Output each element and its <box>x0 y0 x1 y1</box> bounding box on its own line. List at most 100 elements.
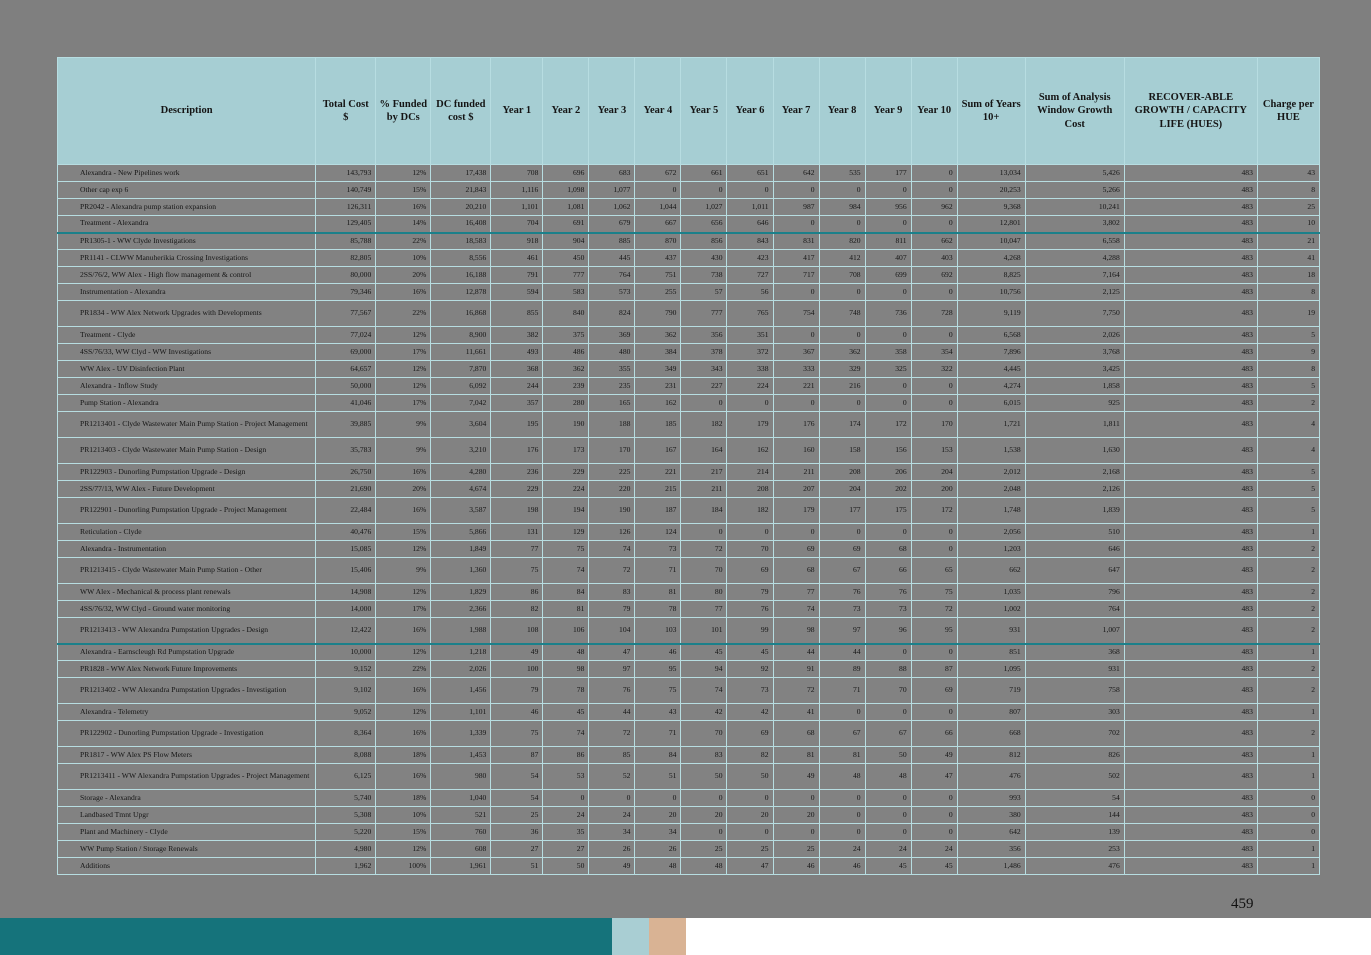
row-value: 1,829 <box>430 583 492 601</box>
row-value: 980 <box>430 763 492 790</box>
row-value: 483 <box>1123 703 1258 721</box>
row-value: 45 <box>680 643 728 661</box>
row-value: 708 <box>818 266 866 284</box>
row-value: 81 <box>772 746 820 764</box>
row-value: 692 <box>910 266 958 284</box>
row-value: 4,674 <box>430 480 492 498</box>
row-value: 380 <box>956 806 1026 824</box>
row-value: 918 <box>490 232 544 250</box>
table-row: Reticulation - Clyde 40,476 15% 5,866 131 129… <box>56 523 1321 541</box>
row-value: 1 <box>1256 703 1321 721</box>
row-description: Alexandra - Earnscleugh Rd Pumpstation U… <box>56 643 317 661</box>
row-value: 0 <box>772 215 820 234</box>
row-value: 14,000 <box>315 600 377 618</box>
row-value: 483 <box>1123 394 1258 412</box>
row-value: 22% <box>375 232 432 250</box>
row-value: 16,408 <box>430 215 492 234</box>
row-value: 100% <box>375 857 432 875</box>
row-value: 170 <box>910 411 958 438</box>
page-number: 459 <box>1231 896 1254 912</box>
row-value: 679 <box>588 215 636 234</box>
table-row: WW Pump Station / Storage Renewals 4,980 1… <box>56 840 1321 858</box>
row-value: 236 <box>490 463 544 481</box>
row-value: 45 <box>726 643 774 661</box>
row-value: 754 <box>772 300 820 327</box>
row-value: 18,583 <box>430 232 492 250</box>
row-value: 2,026 <box>1024 326 1125 344</box>
row-value: 42 <box>726 703 774 721</box>
row-value: 160 <box>772 437 820 464</box>
row-description: Alexandra - Telemetry <box>56 703 317 721</box>
column-header: DC funded cost $ <box>430 57 492 165</box>
table-row: PR1817 - WW Alex PS Flow Meters 8,088 18% 1… <box>56 746 1321 764</box>
row-value: 74 <box>772 600 820 618</box>
row-value: 94 <box>680 660 728 678</box>
row-value: 661 <box>680 164 728 182</box>
row-value: 0 <box>726 823 774 841</box>
row-value: 54 <box>1024 789 1125 807</box>
row-value: 47 <box>588 643 636 661</box>
row-value: 72 <box>588 720 636 747</box>
table-row: Landbased Tmnt Upgr 5,308 10% 521 25 24 24 20 20… <box>56 806 1321 824</box>
row-value: 355 <box>588 360 636 378</box>
row-value: 476 <box>956 763 1026 790</box>
row-value: 108 <box>490 617 544 645</box>
row-value: 182 <box>726 497 774 524</box>
row-value: 738 <box>680 266 728 284</box>
row-description: PR122903 - Dunorling Pumpstation Upgrade… <box>56 463 317 481</box>
row-value: 5,426 <box>1024 164 1125 182</box>
row-value: 9,152 <box>315 660 377 678</box>
column-header: Description <box>56 57 317 165</box>
row-value: 717 <box>772 266 820 284</box>
row-value: 172 <box>910 497 958 524</box>
row-value: 0 <box>818 703 866 721</box>
row-value: 4,288 <box>1024 249 1125 267</box>
row-value: 476 <box>1024 857 1125 875</box>
row-value: 329 <box>818 360 866 378</box>
capital-projects-table: Description Total Cost $% Funded by DCs DC… <box>56 57 1321 875</box>
row-value: 351 <box>726 326 774 344</box>
row-value: 357 <box>490 394 544 412</box>
row-value: 221 <box>634 463 682 481</box>
row-value: 0 <box>910 643 958 661</box>
column-header: Year 6 <box>726 57 774 165</box>
row-value: 0 <box>772 823 820 841</box>
row-value: 1,339 <box>430 720 492 747</box>
row-value: 1,098 <box>542 181 590 199</box>
header-row: Description Total Cost $% Funded by DCs DC… <box>56 57 1321 165</box>
row-value: 483 <box>1123 283 1258 301</box>
row-value: 208 <box>818 463 866 481</box>
table-row: PR122902 - Dunorling Pumpstation Upgrade… <box>56 720 1321 747</box>
row-value: 17,438 <box>430 164 492 182</box>
row-value: 0 <box>910 806 958 824</box>
row-description: Treatment - Clyde <box>56 326 317 344</box>
row-value: 73 <box>634 540 682 558</box>
row-value: 0 <box>818 215 866 234</box>
row-description: PR1834 - WW Alex Network Upgrades with D… <box>56 300 317 327</box>
row-value: 214 <box>726 463 774 481</box>
row-value: 46 <box>818 857 866 875</box>
row-value: 1,077 <box>588 181 636 199</box>
row-value: 12% <box>375 326 432 344</box>
row-value: 931 <box>956 617 1026 645</box>
row-value: 0 <box>910 181 958 199</box>
row-value: 9 <box>1256 343 1321 361</box>
row-value: 358 <box>864 343 912 361</box>
row-value: 45 <box>542 703 590 721</box>
row-value: 7,896 <box>956 343 1026 361</box>
row-value: 368 <box>1024 643 1125 661</box>
row-value: 1,961 <box>430 857 492 875</box>
row-value: 2 <box>1256 720 1321 747</box>
row-value: 46 <box>772 857 820 875</box>
row-value: 483 <box>1123 746 1258 764</box>
row-value: 190 <box>542 411 590 438</box>
row-value: 0 <box>772 789 820 807</box>
row-value: 79,346 <box>315 283 377 301</box>
row-value: 225 <box>588 463 636 481</box>
row-value: 8 <box>1256 360 1321 378</box>
row-value: 719 <box>956 677 1026 704</box>
row-value: 0 <box>910 823 958 841</box>
row-value: 349 <box>634 360 682 378</box>
row-value: 483 <box>1123 232 1258 250</box>
row-value: 662 <box>956 557 1026 584</box>
